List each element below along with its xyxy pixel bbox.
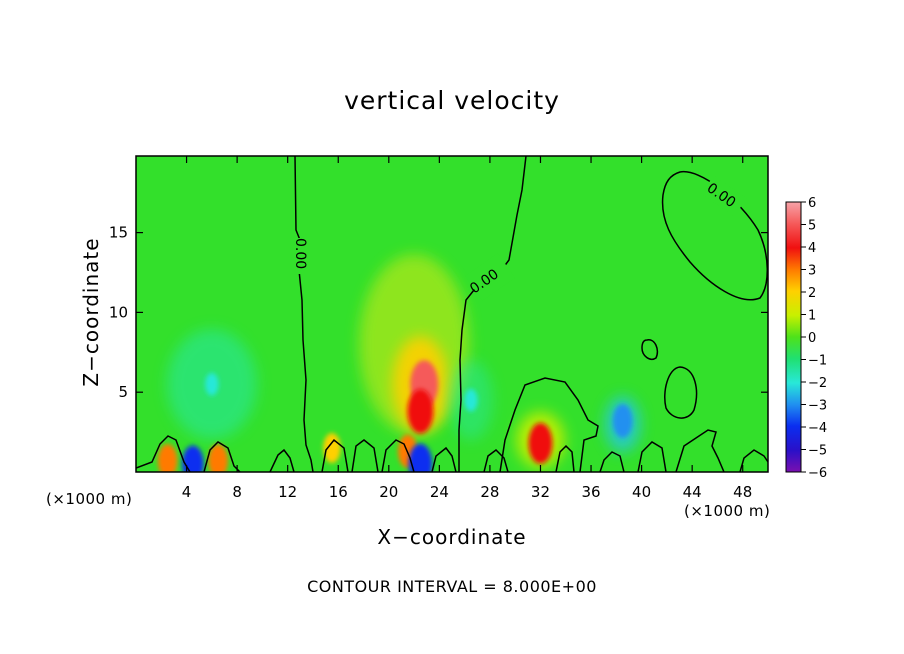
- heatmap-cell: [528, 422, 553, 464]
- plot-frame: [135, 155, 769, 473]
- x-tick-label: 32: [531, 483, 550, 501]
- heatmap-cell: [612, 404, 633, 438]
- heatmap-cell: [205, 372, 219, 396]
- y-axis-unit: (×1000 m): [46, 490, 133, 508]
- heatmap-cell: [157, 444, 178, 472]
- heatmap-cell: [408, 443, 433, 472]
- contour-loop-right: [664, 366, 698, 419]
- contour-interval-note: CONTOUR INTERVAL = 8.000E+00: [307, 577, 597, 596]
- colorbar-tick-label: −1: [808, 354, 827, 369]
- heatmap-blobs: [157, 254, 641, 472]
- heatmap-field: 0.00 0.00 0.00: [136, 156, 768, 472]
- x-axis: 4 8 12 16 20 24 28 32 36 40 44 48: [182, 156, 752, 501]
- contour-loop-small: [641, 339, 659, 360]
- colorbar-ticks: 6 5 4 3 2 1 0 −1 −2 −3 −4 −5 −6: [801, 196, 827, 481]
- x-tick-label: 16: [329, 483, 348, 501]
- heatmap-cell: [208, 444, 228, 472]
- x-tick-label: 20: [379, 483, 398, 501]
- heatmap-cell: [464, 388, 478, 412]
- contour-line-middle: [458, 156, 527, 472]
- contour-bumps-bottom: [136, 429, 768, 472]
- contour-loop-upper-right: [661, 171, 768, 301]
- x-tick-label: 8: [232, 483, 242, 501]
- x-tick-label: 12: [278, 483, 297, 501]
- y-axis: 5 10 15: [109, 224, 768, 401]
- contour-label-group: 0.00 0.00 0.00: [290, 175, 747, 301]
- colorbar-tick-label: −5: [808, 444, 827, 459]
- colorbar-tick-label: 4: [808, 241, 816, 256]
- x-axis-unit: (×1000 m): [684, 502, 771, 520]
- colorbar-tick-label: 3: [808, 264, 816, 279]
- colorbar-tick-label: −2: [808, 376, 827, 391]
- colorbar-tick-label: 2: [808, 286, 816, 301]
- heatmap-cell: [407, 389, 434, 434]
- x-tick-label: 48: [733, 483, 752, 501]
- colorbar: 6 5 4 3 2 1 0 −1 −2 −3 −4 −5 −6: [785, 196, 827, 481]
- colorbar-tick-label: 1: [808, 309, 816, 324]
- chart-title: vertical velocity: [344, 86, 560, 115]
- contour-label: 0.00: [292, 238, 308, 269]
- y-tick-label: 5: [118, 383, 128, 401]
- x-axis-label: X−coordinate: [377, 525, 527, 549]
- colorbar-ramp: [785, 201, 802, 473]
- contour-lines: [136, 156, 768, 472]
- colorbar-tick-label: −4: [808, 421, 827, 436]
- colorbar-tick-label: −3: [808, 399, 827, 414]
- y-tick-label: 15: [109, 224, 128, 242]
- heatmap-cell: [323, 433, 341, 464]
- x-tick-label: 44: [683, 483, 702, 501]
- colorbar-tick-label: −6: [808, 466, 827, 481]
- x-tick-label: 40: [632, 483, 651, 501]
- x-tick-label: 36: [581, 483, 600, 501]
- x-tick-label: 4: [182, 483, 192, 501]
- heatmap-cell: [182, 445, 204, 472]
- contour-bump-32: [499, 377, 599, 472]
- x-tick-label: 24: [430, 483, 449, 501]
- x-tick-label: 28: [480, 483, 499, 501]
- colorbar-tick-label: 6: [808, 196, 816, 211]
- colorbar-tick-label: 0: [808, 331, 816, 346]
- y-axis-label: Z−coordinate: [79, 237, 103, 387]
- y-tick-label: 10: [109, 303, 128, 321]
- colorbar-tick-label: 5: [808, 219, 816, 234]
- contour-line-left: [294, 156, 314, 472]
